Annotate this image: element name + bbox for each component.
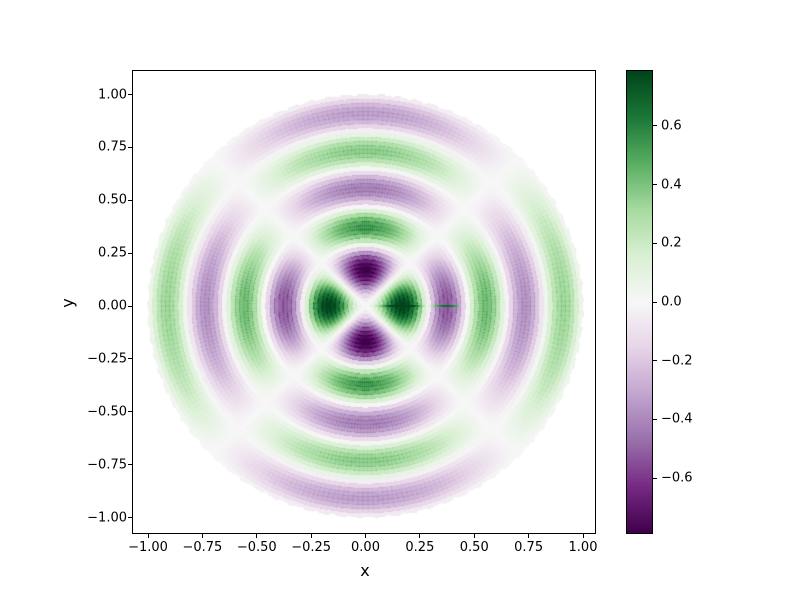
colorbar-tick-label: −0.2 (661, 353, 693, 369)
x-tick-mark (310, 534, 312, 538)
colorbar-gradient-canvas (627, 71, 652, 533)
colorbar-tick-mark (653, 125, 657, 127)
colorbar-tick-label: 0.6 (661, 118, 682, 134)
y-tick-mark (128, 464, 132, 466)
x-tick-mark (582, 534, 584, 538)
x-tick-label: 0.00 (351, 540, 380, 555)
y-tick-label: −0.75 (87, 457, 127, 473)
x-tick-label: 1.00 (568, 540, 598, 555)
x-tick-mark (419, 534, 421, 538)
y-tick-label: 0.00 (98, 298, 127, 314)
colorbar-tick-label: 0.2 (661, 235, 682, 251)
y-tick-label: 0.25 (98, 245, 127, 261)
x-tick-label: −0.50 (236, 540, 277, 555)
x-tick-mark (256, 534, 258, 538)
colorbar-tick-mark (653, 184, 657, 186)
colorbar-tick-label: 0.4 (661, 177, 682, 193)
x-tick-label: −1.00 (128, 540, 168, 555)
x-tick-label: 0.75 (514, 540, 544, 555)
y-tick-label: −1.00 (87, 510, 127, 525)
colorbar-tick-mark (653, 242, 657, 244)
y-tick-label: 0.75 (98, 139, 127, 155)
x-tick-mark (528, 534, 530, 538)
x-tick-mark (201, 534, 203, 538)
y-tick-mark (128, 517, 132, 518)
y-tick-mark (128, 94, 132, 95)
colorbar-tick-mark (653, 301, 657, 303)
y-tick-mark (128, 358, 132, 360)
colorbar-tick-mark (653, 477, 657, 479)
x-tick-label: 0.50 (459, 540, 489, 555)
y-axis-label: y (58, 298, 77, 308)
colorbar-tick-label: −0.4 (661, 411, 693, 427)
x-tick-label: −0.25 (291, 540, 332, 555)
x-tick-label: 0.25 (405, 540, 435, 555)
y-tick-mark (128, 252, 132, 254)
colorbar-tick-mark (653, 418, 657, 420)
heatmap-canvas (133, 71, 596, 533)
x-tick-mark (365, 534, 366, 538)
colorbar-tick-label: 0.0 (661, 294, 682, 310)
y-tick-label: −0.25 (87, 351, 127, 367)
y-tick-label: 0.50 (98, 192, 127, 208)
x-tick-mark (147, 534, 149, 538)
x-tick-mark (473, 534, 475, 538)
y-tick-label: −0.50 (87, 404, 127, 420)
y-tick-mark (128, 199, 132, 201)
plot-area (133, 71, 596, 533)
colorbar-tick-label: −0.6 (661, 470, 693, 486)
y-tick-label: 1.00 (98, 87, 127, 102)
x-axis-label: x (360, 561, 370, 580)
y-tick-mark (128, 305, 132, 307)
x-tick-label: −0.75 (182, 540, 223, 555)
y-tick-mark (128, 146, 132, 148)
colorbar-tick-mark (653, 360, 657, 362)
y-tick-mark (128, 411, 132, 413)
